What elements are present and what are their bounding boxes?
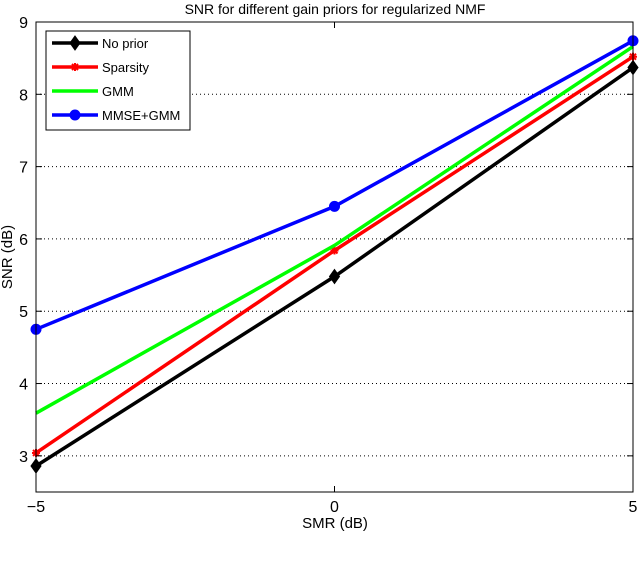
- y-tick-label: 8: [19, 87, 28, 104]
- legend-label-gmm: GMM: [102, 84, 134, 99]
- asterisk-stroke: [330, 246, 339, 255]
- legend-label-sparsity: Sparsity: [102, 60, 149, 75]
- series-line-gmm: [35, 45, 634, 415]
- legend-marker-mmse-gmm: [69, 109, 81, 121]
- legend-marker-no-prior: [69, 35, 81, 51]
- y-tick-label: 7: [19, 160, 28, 177]
- chart-title: SNR for different gain priors for regula…: [185, 1, 486, 17]
- data-point-no-prior: [328, 268, 341, 285]
- legend-label-no-prior: No prior: [102, 36, 149, 51]
- y-tick-label: 5: [19, 304, 28, 321]
- y-tick-label: 6: [19, 232, 28, 249]
- y-axis-label: SNR (dB): [0, 225, 16, 289]
- x-axis-label: SMR (dB): [302, 515, 368, 532]
- y-tick-label: 4: [19, 377, 28, 394]
- x-tick-label: −5: [27, 499, 45, 516]
- legend: No prior Sparsity GMM MMSE+GMM: [45, 30, 191, 131]
- legend-box: [45, 30, 191, 131]
- asterisk-stroke: [71, 63, 79, 71]
- x-tick-label: 5: [629, 499, 638, 516]
- y-tick-label: 3: [19, 449, 28, 466]
- y-tick-label: 9: [19, 15, 28, 32]
- legend-label-mmse-gmm: MMSE+GMM: [102, 108, 180, 123]
- x-tick-label: 0: [330, 499, 339, 516]
- legend-marker-sparsity: [71, 63, 79, 71]
- data-point-mmse-gmm: [329, 200, 340, 212]
